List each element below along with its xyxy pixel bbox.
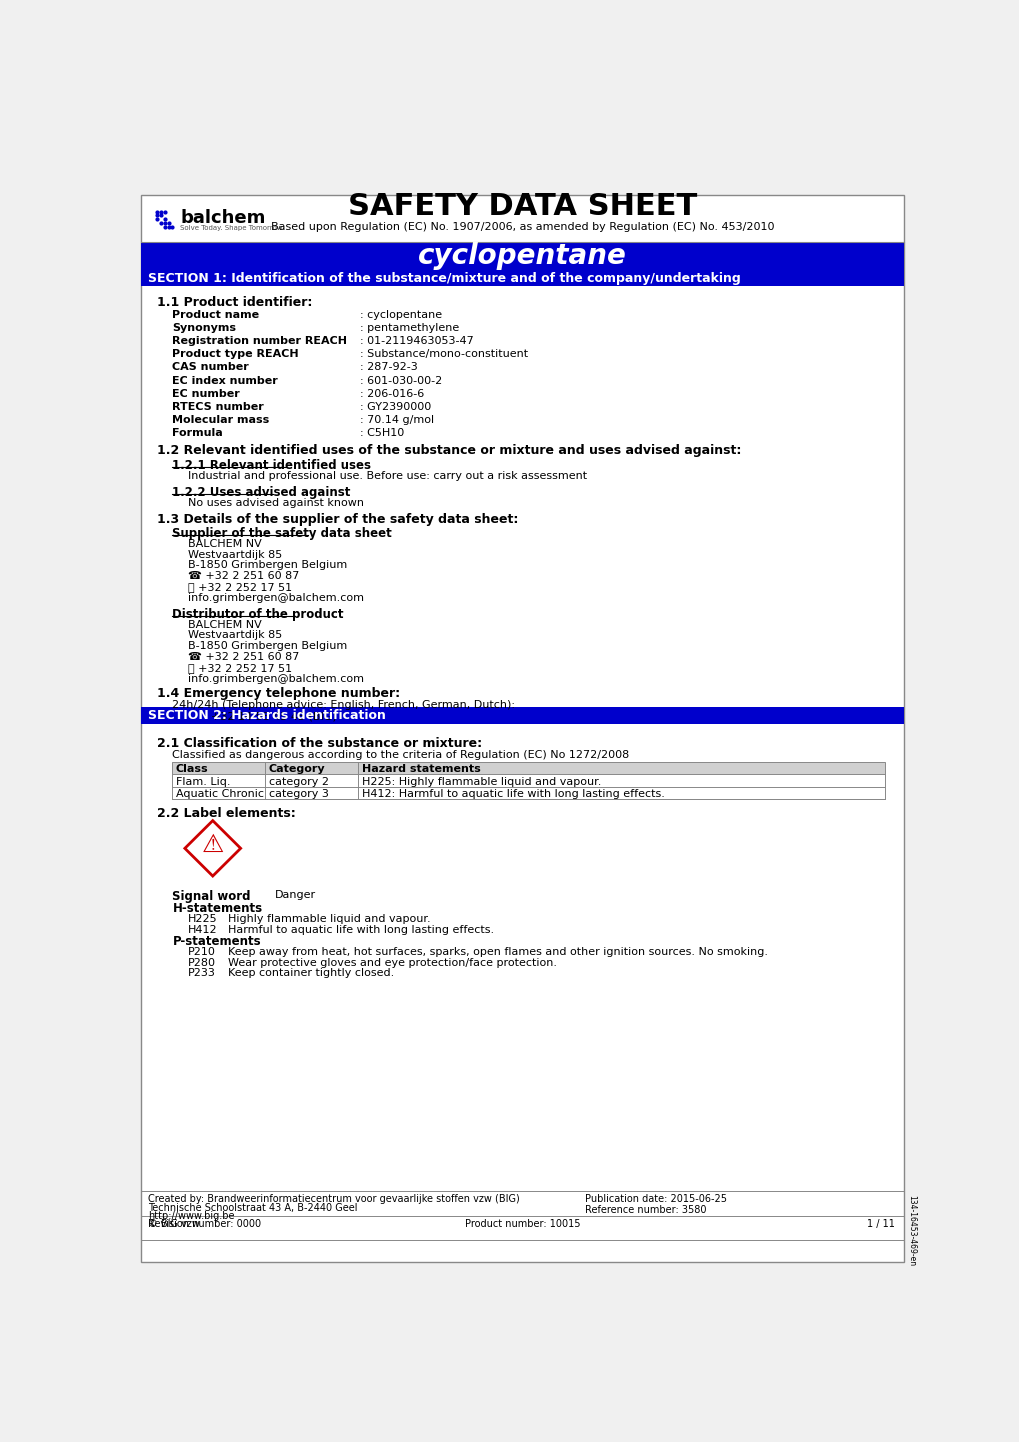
Text: Distributor of the product: Distributor of the product: [172, 609, 343, 622]
Text: © BIG vzw: © BIG vzw: [148, 1220, 200, 1230]
Text: Category: Category: [268, 764, 325, 774]
Text: Based upon Regulation (EC) No. 1907/2006, as amended by Regulation (EC) No. 453/: Based upon Regulation (EC) No. 1907/2006…: [271, 222, 773, 232]
Text: Molecular mass: Molecular mass: [172, 415, 269, 425]
Text: ⎂ +32 2 252 17 51: ⎂ +32 2 252 17 51: [187, 583, 291, 591]
Text: Keep container tightly closed.: Keep container tightly closed.: [228, 969, 394, 979]
Text: : GY2390000: : GY2390000: [360, 402, 431, 412]
Text: EC number: EC number: [172, 389, 239, 398]
Text: Solve Today. Shape Tomorrow.: Solve Today. Shape Tomorrow.: [180, 225, 284, 231]
FancyBboxPatch shape: [142, 242, 903, 270]
Text: : C5H10: : C5H10: [360, 428, 404, 438]
Text: H-statements: H-statements: [172, 903, 262, 916]
Text: B-1850 Grimbergen Belgium: B-1850 Grimbergen Belgium: [187, 561, 346, 571]
Text: Product type REACH: Product type REACH: [172, 349, 299, 359]
Text: SECTION 1: Identification of the substance/mixture and of the company/undertakin: SECTION 1: Identification of the substan…: [148, 271, 740, 284]
Text: H412: Harmful to aquatic life with long lasting effects.: H412: Harmful to aquatic life with long …: [361, 789, 663, 799]
Text: P233: P233: [187, 969, 216, 979]
Text: P280: P280: [187, 957, 216, 968]
Text: BALCHEM NV: BALCHEM NV: [187, 539, 262, 549]
Text: : 70.14 g/mol: : 70.14 g/mol: [360, 415, 434, 425]
Text: BALCHEM NV: BALCHEM NV: [187, 620, 262, 630]
Text: 1.2.2 Uses advised against: 1.2.2 Uses advised against: [172, 486, 351, 499]
Text: : 601-030-00-2: : 601-030-00-2: [360, 375, 442, 385]
Text: No uses advised against known: No uses advised against known: [187, 497, 364, 508]
Text: H225: H225: [187, 914, 217, 924]
Text: RTECS number: RTECS number: [172, 402, 264, 412]
Text: : 01-2119463053-47: : 01-2119463053-47: [360, 336, 473, 346]
Text: Publication date: 2015-06-25: Publication date: 2015-06-25: [584, 1194, 726, 1204]
Text: : 287-92-3: : 287-92-3: [360, 362, 418, 372]
Text: ☎ +32 2 251 60 87: ☎ +32 2 251 60 87: [187, 652, 299, 662]
Text: 24h/24h (Telephone advice: English, French, German, Dutch):: 24h/24h (Telephone advice: English, Fren…: [172, 699, 515, 709]
Text: Created by: Brandweerinformatiecentrum voor gevaarlijke stoffen vzw (BIG): Created by: Brandweerinformatiecentrum v…: [148, 1194, 519, 1204]
Text: cyclopentane: cyclopentane: [418, 242, 627, 270]
Text: CAS number: CAS number: [172, 362, 249, 372]
Text: Harmful to aquatic life with long lasting effects.: Harmful to aquatic life with long lastin…: [228, 924, 494, 934]
Text: 2.1 Classification of the substance or mixture:: 2.1 Classification of the substance or m…: [157, 737, 482, 750]
Text: Classified as dangerous according to the criteria of Regulation (EC) No 1272/200: Classified as dangerous according to the…: [172, 750, 629, 760]
Text: info.grimbergen@balchem.com: info.grimbergen@balchem.com: [187, 593, 364, 603]
Text: Keep away from heat, hot surfaces, sparks, open flames and other ignition source: Keep away from heat, hot surfaces, spark…: [228, 947, 767, 957]
Text: Hazard statements: Hazard statements: [361, 764, 480, 774]
Text: SECTION 2: Hazards identification: SECTION 2: Hazards identification: [148, 709, 385, 722]
Text: : 206-016-6: : 206-016-6: [360, 389, 424, 398]
Text: Formula: Formula: [172, 428, 223, 438]
Text: category 2: category 2: [268, 777, 328, 787]
Text: 1.4 Emergency telephone number:: 1.4 Emergency telephone number:: [157, 688, 399, 701]
Text: 1 / 11: 1 / 11: [866, 1218, 894, 1229]
Text: Aquatic Chronic: Aquatic Chronic: [175, 789, 263, 799]
FancyBboxPatch shape: [142, 195, 903, 1262]
Text: : cyclopentane: : cyclopentane: [360, 310, 441, 320]
Text: Revision number: 0000: Revision number: 0000: [148, 1218, 261, 1229]
Text: 1.2.1 Relevant identified uses: 1.2.1 Relevant identified uses: [172, 460, 371, 473]
Text: EC index number: EC index number: [172, 375, 278, 385]
Text: Industrial and professional use. Before use: carry out a risk assessment: Industrial and professional use. Before …: [187, 472, 587, 482]
Polygon shape: [184, 820, 240, 877]
Text: P210: P210: [187, 947, 216, 957]
Text: SAFETY DATA SHEET: SAFETY DATA SHEET: [347, 192, 697, 222]
Text: H225: Highly flammable liquid and vapour.: H225: Highly flammable liquid and vapour…: [361, 777, 600, 787]
Text: Wear protective gloves and eye protection/face protection.: Wear protective gloves and eye protectio…: [228, 957, 556, 968]
Text: category 3: category 3: [268, 789, 328, 799]
Text: Danger: Danger: [274, 890, 316, 900]
Text: Product number: 10015: Product number: 10015: [465, 1218, 580, 1229]
Text: 2.2 Label elements:: 2.2 Label elements:: [157, 806, 296, 819]
Text: ☎ +32 2 251 60 87: ☎ +32 2 251 60 87: [187, 571, 299, 581]
Text: Reference number: 3580: Reference number: 3580: [584, 1206, 705, 1214]
Text: P-statements: P-statements: [172, 936, 261, 949]
Text: balchem: balchem: [180, 209, 265, 226]
Text: Westvaartdijk 85: Westvaartdijk 85: [187, 549, 282, 559]
Text: +32 14 58 45 45 (BIG): +32 14 58 45 45 (BIG): [211, 711, 336, 721]
Text: Technische Schoolstraat 43 A, B-2440 Geel: Technische Schoolstraat 43 A, B-2440 Gee…: [148, 1203, 357, 1213]
Text: Registration number REACH: Registration number REACH: [172, 336, 347, 346]
Text: Westvaartdijk 85: Westvaartdijk 85: [187, 630, 282, 640]
Text: ⚠: ⚠: [202, 832, 224, 857]
Text: : Substance/mono-constituent: : Substance/mono-constituent: [360, 349, 528, 359]
Text: http://www.big.be: http://www.big.be: [148, 1211, 234, 1221]
FancyBboxPatch shape: [142, 708, 903, 724]
FancyBboxPatch shape: [142, 270, 903, 286]
Text: H412: H412: [187, 924, 217, 934]
Text: ⎂ +32 2 252 17 51: ⎂ +32 2 252 17 51: [187, 663, 291, 673]
Text: 134-16453-469-en: 134-16453-469-en: [907, 1195, 915, 1266]
Text: Signal word: Signal word: [172, 890, 251, 903]
Text: Flam. Liq.: Flam. Liq.: [175, 777, 230, 787]
Text: info.grimbergen@balchem.com: info.grimbergen@balchem.com: [187, 673, 364, 684]
Text: 1.1 Product identifier:: 1.1 Product identifier:: [157, 296, 312, 309]
Text: B-1850 Grimbergen Belgium: B-1850 Grimbergen Belgium: [187, 642, 346, 652]
Text: Product name: Product name: [172, 310, 259, 320]
FancyBboxPatch shape: [172, 761, 884, 774]
Text: : pentamethylene: : pentamethylene: [360, 323, 459, 333]
Text: Supplier of the safety data sheet: Supplier of the safety data sheet: [172, 528, 392, 541]
Text: 1.3 Details of the supplier of the safety data sheet:: 1.3 Details of the supplier of the safet…: [157, 513, 518, 526]
Text: 1.2 Relevant identified uses of the substance or mixture and uses advised agains: 1.2 Relevant identified uses of the subs…: [157, 444, 741, 457]
Text: Class: Class: [175, 764, 208, 774]
Text: Synonyms: Synonyms: [172, 323, 236, 333]
Text: Highly flammable liquid and vapour.: Highly flammable liquid and vapour.: [228, 914, 430, 924]
